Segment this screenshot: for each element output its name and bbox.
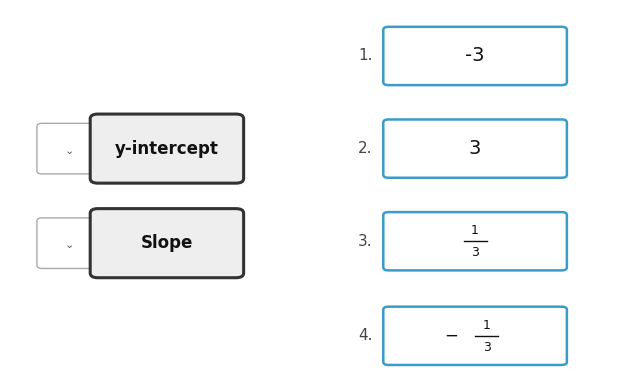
FancyBboxPatch shape: [383, 212, 567, 270]
Text: 4.: 4.: [358, 328, 372, 343]
FancyBboxPatch shape: [383, 27, 567, 85]
Text: 1: 1: [483, 318, 490, 332]
Text: Slope: Slope: [141, 234, 193, 252]
Text: ⌄: ⌄: [65, 240, 74, 250]
FancyBboxPatch shape: [90, 114, 244, 183]
Text: 1: 1: [471, 224, 479, 237]
Text: y-intercept: y-intercept: [115, 140, 219, 157]
Text: 3: 3: [483, 341, 490, 354]
FancyBboxPatch shape: [383, 306, 567, 365]
Text: 3.: 3.: [358, 234, 372, 249]
FancyBboxPatch shape: [383, 119, 567, 178]
Text: −: −: [444, 327, 458, 345]
Text: 3: 3: [471, 246, 479, 259]
FancyBboxPatch shape: [37, 218, 101, 269]
FancyBboxPatch shape: [90, 208, 244, 278]
Text: 2.: 2.: [358, 141, 372, 156]
Text: 1.: 1.: [358, 49, 372, 63]
FancyBboxPatch shape: [37, 124, 101, 174]
Text: -3: -3: [465, 46, 485, 66]
Text: ⌄: ⌄: [65, 146, 74, 156]
Text: 3: 3: [469, 139, 482, 158]
